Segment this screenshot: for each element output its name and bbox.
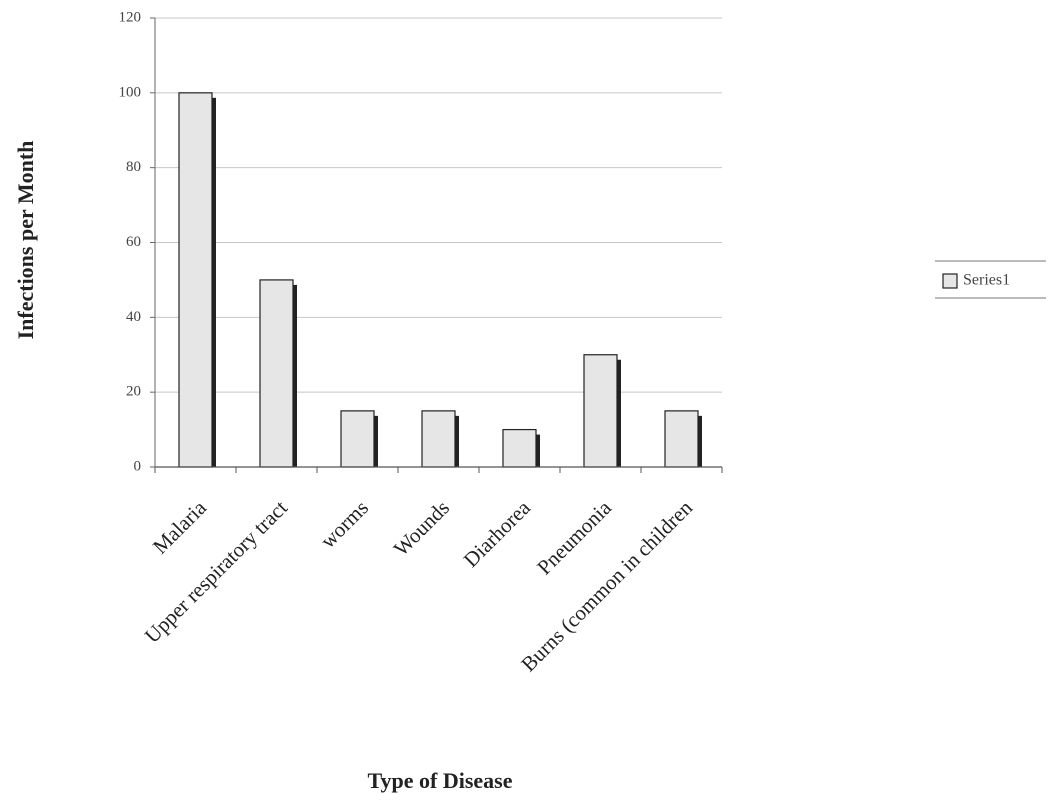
y-tick-label: 100 xyxy=(119,84,142,100)
x-tick-label: Malaria xyxy=(148,495,212,559)
legend-swatch xyxy=(942,273,958,289)
x-tick-label: Burns (common in children xyxy=(516,495,697,676)
y-tick-label: 20 xyxy=(126,384,141,400)
y-tick-label: 120 xyxy=(119,9,142,25)
bar xyxy=(664,410,699,468)
bar xyxy=(421,410,456,468)
y-tick-label: 60 xyxy=(126,234,141,250)
y-tick-label: 40 xyxy=(126,309,141,325)
x-tick-label: Wounds xyxy=(389,496,454,561)
bar xyxy=(259,279,294,468)
bar xyxy=(502,428,537,468)
y-tick-label: 80 xyxy=(126,159,141,175)
x-tick-label: Upper respiratory tract xyxy=(140,495,292,647)
bar xyxy=(583,354,618,468)
x-tick-label: Diarhorea xyxy=(459,495,536,572)
x-axis-title: Type of Disease xyxy=(367,768,512,793)
y-tick-label: 0 xyxy=(134,458,142,474)
bar xyxy=(340,410,375,468)
x-tick-label: worms xyxy=(316,496,373,553)
x-tick-label: Pneumonia xyxy=(532,495,616,579)
bar xyxy=(178,92,213,468)
y-axis-title: Infections per Month xyxy=(13,141,38,340)
legend-label: Series1 xyxy=(963,272,1010,289)
